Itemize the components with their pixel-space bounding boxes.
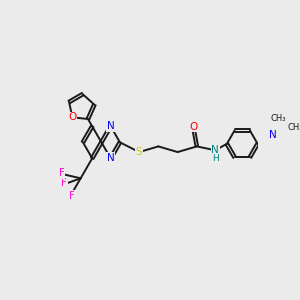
Text: F: F xyxy=(58,168,64,178)
Text: F: F xyxy=(69,191,74,201)
Text: N: N xyxy=(107,153,115,163)
Text: N: N xyxy=(107,121,115,131)
Text: F: F xyxy=(61,178,67,188)
Text: N: N xyxy=(212,145,219,155)
Text: N: N xyxy=(269,130,277,140)
Text: H: H xyxy=(212,154,219,163)
Text: CH₃: CH₃ xyxy=(271,114,286,123)
Text: O: O xyxy=(190,122,198,132)
Text: O: O xyxy=(68,112,76,122)
Text: CH₃: CH₃ xyxy=(288,123,300,132)
Text: S: S xyxy=(136,147,142,157)
